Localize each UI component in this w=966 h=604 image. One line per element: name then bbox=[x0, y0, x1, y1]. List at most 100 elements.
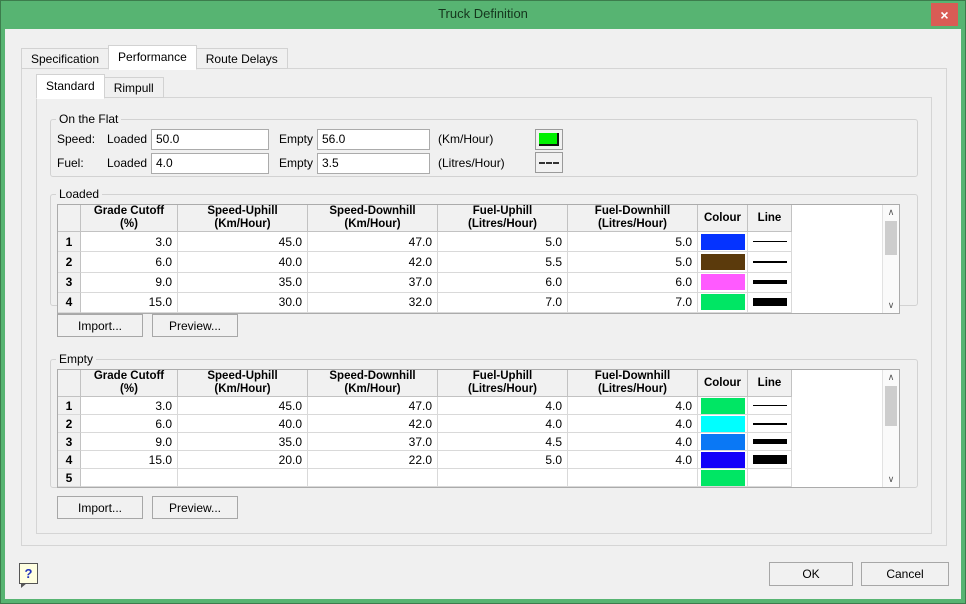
tab-rimpull[interactable]: Rimpull bbox=[103, 77, 164, 98]
cell-speed-downhill[interactable]: 47.0 bbox=[308, 232, 438, 253]
scroll-up-icon[interactable]: ∧ bbox=[887, 372, 895, 382]
cell-fuel-downhill[interactable] bbox=[568, 469, 698, 487]
scrollbar-track[interactable] bbox=[883, 220, 899, 298]
row-number[interactable]: 1 bbox=[58, 232, 81, 253]
cell-line[interactable] bbox=[748, 433, 792, 451]
scrollbar-thumb[interactable] bbox=[885, 386, 897, 426]
cell-speed-uphill[interactable]: 35.0 bbox=[178, 272, 308, 293]
cell-speed-downhill[interactable]: 42.0 bbox=[308, 252, 438, 273]
tab-route-delays[interactable]: Route Delays bbox=[195, 48, 288, 69]
row-number[interactable]: 4 bbox=[58, 451, 81, 469]
cell-speed-uphill[interactable]: 20.0 bbox=[178, 451, 308, 469]
row-number[interactable]: 4 bbox=[58, 292, 81, 313]
empty-table-scrollbar[interactable]: ∧ ∨ bbox=[882, 370, 899, 487]
cell-speed-downhill[interactable]: 37.0 bbox=[308, 433, 438, 451]
cell-speed-downhill[interactable]: 42.0 bbox=[308, 415, 438, 433]
cell-speed-downhill[interactable]: 32.0 bbox=[308, 292, 438, 313]
cancel-button[interactable]: Cancel bbox=[861, 562, 949, 586]
cell-colour[interactable] bbox=[698, 397, 748, 415]
cell-line[interactable] bbox=[748, 232, 792, 253]
cell-colour[interactable] bbox=[698, 451, 748, 469]
cell-grade[interactable]: 15.0 bbox=[81, 292, 178, 313]
cell-grade[interactable]: 15.0 bbox=[81, 451, 178, 469]
cell-line[interactable] bbox=[748, 272, 792, 293]
loaded-preview-button[interactable]: Preview... bbox=[152, 314, 238, 337]
cell-fuel-downhill[interactable]: 6.0 bbox=[568, 272, 698, 293]
cell-speed-uphill[interactable]: 40.0 bbox=[178, 252, 308, 273]
cell-fuel-uphill[interactable]: 4.5 bbox=[438, 433, 568, 451]
cell-colour[interactable] bbox=[698, 272, 748, 293]
cell-fuel-uphill[interactable] bbox=[438, 469, 568, 487]
row-number[interactable]: 5 bbox=[58, 469, 81, 487]
cell-colour[interactable] bbox=[698, 469, 748, 487]
cell-colour[interactable] bbox=[698, 232, 748, 253]
cell-speed-uphill[interactable]: 45.0 bbox=[178, 397, 308, 415]
loaded-table-scrollbar[interactable]: ∧ ∨ bbox=[882, 205, 899, 313]
scroll-down-icon[interactable]: ∨ bbox=[887, 474, 895, 484]
cell-fuel-uphill[interactable]: 5.0 bbox=[438, 451, 568, 469]
cell-line[interactable] bbox=[748, 451, 792, 469]
cell-fuel-downhill[interactable]: 4.0 bbox=[568, 415, 698, 433]
cell-fuel-uphill[interactable]: 5.5 bbox=[438, 252, 568, 273]
cell-line[interactable] bbox=[748, 292, 792, 313]
cell-grade[interactable] bbox=[81, 469, 178, 487]
scrollbar-track[interactable] bbox=[883, 385, 899, 472]
row-number[interactable]: 3 bbox=[58, 433, 81, 451]
cell-fuel-downhill[interactable]: 4.0 bbox=[568, 397, 698, 415]
cell-grade[interactable]: 3.0 bbox=[81, 397, 178, 415]
flat-line-style-button[interactable] bbox=[535, 152, 563, 173]
cell-speed-uphill[interactable]: 45.0 bbox=[178, 232, 308, 253]
cell-fuel-downhill[interactable]: 4.0 bbox=[568, 451, 698, 469]
cell-fuel-uphill[interactable]: 4.0 bbox=[438, 397, 568, 415]
cell-line[interactable] bbox=[748, 252, 792, 273]
cell-speed-uphill[interactable]: 30.0 bbox=[178, 292, 308, 313]
titlebar[interactable]: Truck Definition × bbox=[1, 1, 965, 29]
ok-button[interactable]: OK bbox=[769, 562, 853, 586]
cell-speed-downhill[interactable] bbox=[308, 469, 438, 487]
cell-fuel-downhill[interactable]: 4.0 bbox=[568, 433, 698, 451]
cell-fuel-uphill[interactable]: 6.0 bbox=[438, 272, 568, 293]
scrollbar-thumb[interactable] bbox=[885, 221, 897, 255]
cell-grade[interactable]: 6.0 bbox=[81, 415, 178, 433]
cell-colour[interactable] bbox=[698, 433, 748, 451]
cell-colour[interactable] bbox=[698, 292, 748, 313]
cell-fuel-downhill[interactable]: 5.0 bbox=[568, 232, 698, 253]
flat-colour-button[interactable] bbox=[535, 129, 563, 150]
cell-fuel-uphill[interactable]: 7.0 bbox=[438, 292, 568, 313]
tab-standard[interactable]: Standard bbox=[36, 74, 105, 99]
cell-colour[interactable] bbox=[698, 252, 748, 273]
tab-specification[interactable]: Specification bbox=[21, 48, 110, 69]
cell-speed-downhill[interactable]: 22.0 bbox=[308, 451, 438, 469]
scroll-up-icon[interactable]: ∧ bbox=[887, 207, 895, 217]
cell-fuel-downhill[interactable]: 7.0 bbox=[568, 292, 698, 313]
speed-loaded-input[interactable] bbox=[151, 128, 269, 150]
cell-line[interactable] bbox=[748, 469, 792, 487]
cell-fuel-uphill[interactable]: 5.0 bbox=[438, 232, 568, 253]
cell-speed-uphill[interactable]: 35.0 bbox=[178, 433, 308, 451]
empty-import-button[interactable]: Import... bbox=[57, 496, 143, 519]
cell-fuel-downhill[interactable]: 5.0 bbox=[568, 252, 698, 273]
cell-grade[interactable]: 3.0 bbox=[81, 232, 178, 253]
empty-preview-button[interactable]: Preview... bbox=[152, 496, 238, 519]
fuel-empty-input[interactable] bbox=[317, 152, 430, 174]
tab-performance[interactable]: Performance bbox=[108, 45, 197, 70]
cell-line[interactable] bbox=[748, 415, 792, 433]
speed-empty-input[interactable] bbox=[317, 128, 430, 150]
close-icon[interactable]: × bbox=[931, 3, 958, 26]
context-help-icon[interactable]: ? bbox=[19, 563, 38, 588]
cell-speed-downhill[interactable]: 37.0 bbox=[308, 272, 438, 293]
row-number[interactable]: 2 bbox=[58, 415, 81, 433]
cell-speed-uphill[interactable] bbox=[178, 469, 308, 487]
cell-grade[interactable]: 6.0 bbox=[81, 252, 178, 273]
loaded-import-button[interactable]: Import... bbox=[57, 314, 143, 337]
cell-colour[interactable] bbox=[698, 415, 748, 433]
row-number[interactable]: 3 bbox=[58, 272, 81, 293]
fuel-loaded-input[interactable] bbox=[151, 152, 269, 174]
scroll-down-icon[interactable]: ∨ bbox=[887, 300, 895, 310]
cell-speed-downhill[interactable]: 47.0 bbox=[308, 397, 438, 415]
cell-fuel-uphill[interactable]: 4.0 bbox=[438, 415, 568, 433]
cell-grade[interactable]: 9.0 bbox=[81, 433, 178, 451]
cell-line[interactable] bbox=[748, 397, 792, 415]
row-number[interactable]: 1 bbox=[58, 397, 81, 415]
cell-grade[interactable]: 9.0 bbox=[81, 272, 178, 293]
